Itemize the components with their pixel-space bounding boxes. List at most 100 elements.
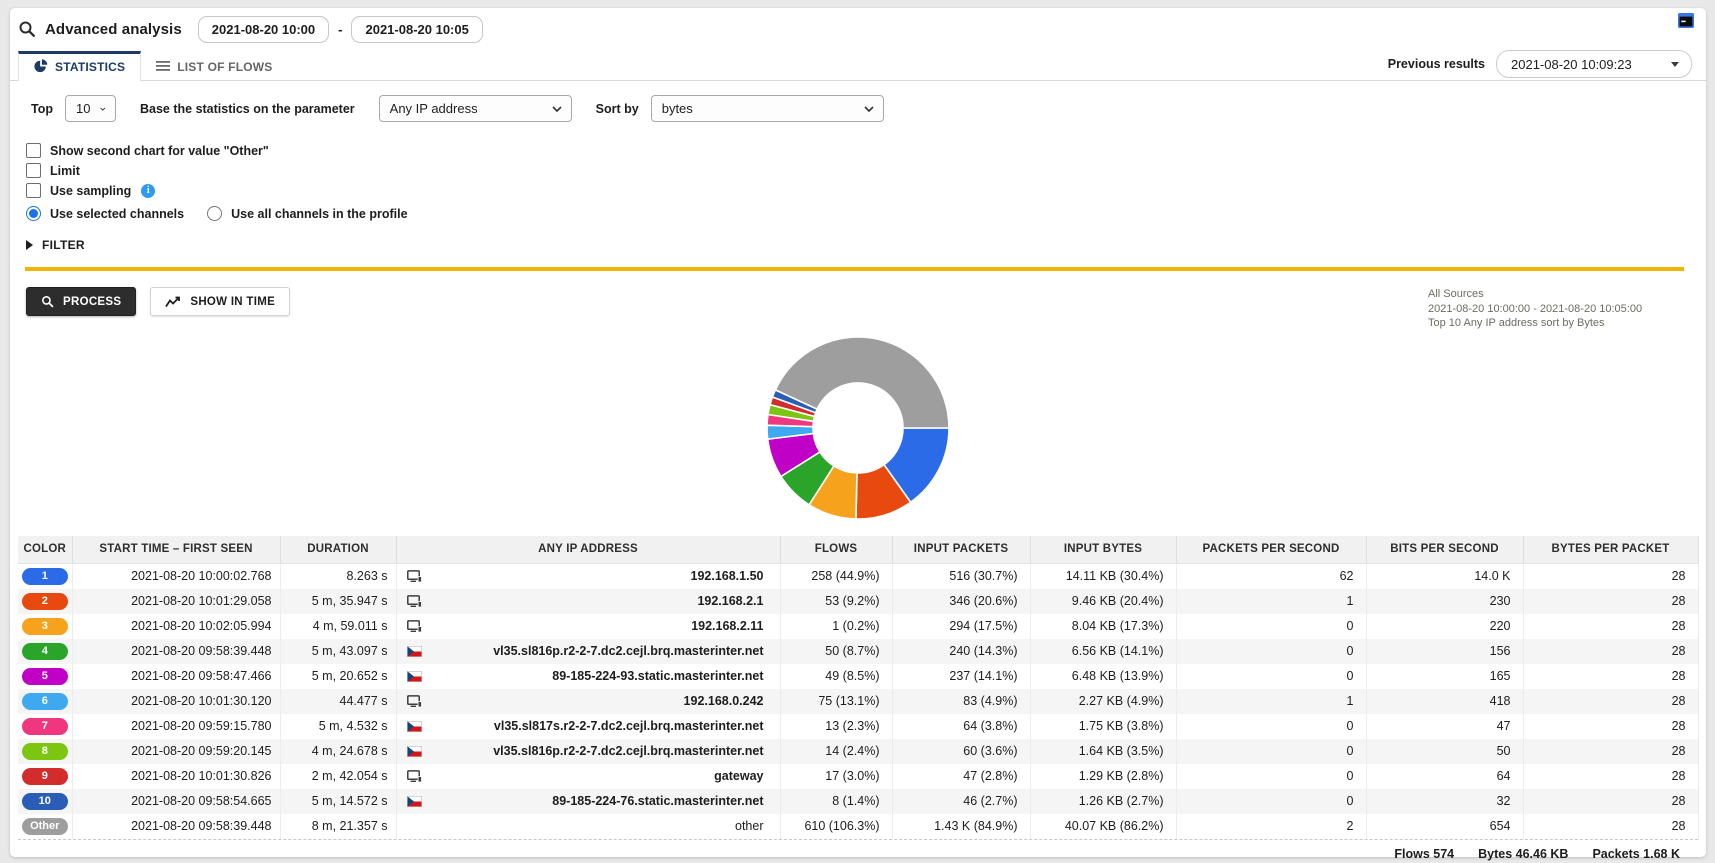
cell: 28	[1523, 613, 1699, 639]
column-header-start-time-first-seen[interactable]: START TIME – FIRST SEEN	[72, 535, 281, 564]
top-select[interactable]: 10	[64, 95, 116, 122]
cell: 0	[1176, 663, 1367, 689]
address-value: 89-185-224-93.static.masterinter.net	[552, 669, 764, 684]
cell: 5 m, 4.532 s	[280, 713, 397, 739]
cell: 44.477 s	[280, 688, 397, 714]
cell: 14.11 KB (30.4%)	[1030, 563, 1177, 589]
filter-collapse-icon	[26, 240, 33, 250]
use-all-channels-label: Use all channels in the profile	[231, 206, 408, 221]
cell: 8.04 KB (17.3%)	[1030, 613, 1177, 639]
caret-down-icon	[1671, 61, 1679, 67]
cell: 28	[1523, 688, 1699, 714]
cell: 516 (30.7%)	[892, 563, 1031, 589]
use-sampling-label: Use sampling	[50, 183, 132, 198]
show-in-time-button[interactable]: SHOW IN TIME	[150, 287, 291, 316]
table-row-4: 4 2021-08-20 09:58:39.448 5 m, 43.097 s vl3…	[18, 638, 1699, 664]
donut-slice-other[interactable]	[774, 335, 950, 429]
czech-flag-icon	[406, 795, 423, 807]
chevron-down-icon	[864, 105, 874, 112]
header: Advanced analysis 2021-08-20 10:00 - 202…	[10, 8, 1706, 50]
cell: 2021-08-20 10:01:30.120	[72, 688, 281, 714]
date-to-input[interactable]: 2021-08-20 10:05	[351, 15, 483, 43]
cell: 50 (8.7%)	[780, 638, 893, 664]
column-header-packets-per-second[interactable]: PACKETS PER SECOND	[1176, 535, 1367, 564]
line-chart-icon	[165, 296, 181, 307]
czech-flag-icon	[406, 795, 422, 807]
parameter-select[interactable]: Any IP address	[378, 95, 572, 122]
total-flows: Flows 574	[1394, 846, 1455, 861]
czech-flag-icon	[406, 745, 423, 757]
use-selected-channels-radio[interactable]	[26, 206, 41, 221]
monitor-icon	[406, 594, 423, 608]
show-in-time-button-label: SHOW IN TIME	[190, 295, 276, 308]
cell: 2021-08-20 09:58:39.448	[72, 813, 281, 839]
column-header-input-packets[interactable]: INPUT PACKETS	[892, 535, 1031, 564]
use-sampling-checkbox[interactable]	[26, 183, 41, 198]
column-header-flows[interactable]: FLOWS	[780, 535, 893, 564]
czech-flag-icon	[406, 745, 422, 757]
cell: 418	[1366, 688, 1524, 714]
column-header-bytes-per-packet[interactable]: BYTES PER PACKET	[1523, 535, 1699, 564]
terminal-icon[interactable]	[1677, 12, 1695, 29]
cell: 32	[1366, 788, 1524, 814]
cell: 2021-08-20 09:58:54.665	[72, 788, 281, 814]
czech-flag-icon	[406, 720, 423, 732]
cell: 2021-08-20 09:58:39.448	[72, 638, 281, 664]
table-row-9: 9 2021-08-20 10:01:30.826 2 m, 42.054 s gat…	[18, 763, 1699, 789]
table-row-10: 10 2021-08-20 09:58:54.665 5 m, 14.572 s 89…	[18, 788, 1699, 814]
address-value: gateway	[714, 769, 764, 784]
czech-flag-icon	[406, 645, 422, 657]
column-header-any-ip-address[interactable]: ANY IP ADDRESS	[396, 535, 781, 564]
monitor-icon	[406, 769, 422, 782]
cell: 2.27 KB (4.9%)	[1030, 688, 1177, 714]
czech-flag-icon	[406, 720, 422, 732]
limit-checkbox[interactable]	[26, 163, 41, 178]
cell: 5 m, 14.572 s	[280, 788, 397, 814]
cell: 237 (14.1%)	[892, 663, 1031, 689]
cell: 28	[1523, 763, 1699, 789]
cell: 220	[1366, 613, 1524, 639]
process-button[interactable]: PROCESS	[26, 287, 137, 316]
cell: 1.64 KB (3.5%)	[1030, 738, 1177, 764]
cell: 28	[1523, 588, 1699, 614]
sort-by-select[interactable]: bytes	[650, 95, 884, 122]
column-header-input-bytes[interactable]: INPUT BYTES	[1030, 535, 1177, 564]
use-selected-channels-label: Use selected channels	[50, 206, 185, 221]
rank-badge: 2	[21, 592, 68, 610]
tab-statistics-label: STATISTICS	[55, 60, 126, 74]
cell: 346 (20.6%)	[892, 588, 1031, 614]
statistics-controls: Top 10 Base the statistics on the parame…	[31, 95, 1706, 122]
previous-results-label: Previous results	[1387, 57, 1485, 71]
czech-flag-icon	[406, 645, 423, 657]
donut-chart[interactable]	[765, 335, 951, 521]
address-value: 192.168.1.50	[690, 569, 764, 584]
total-packets: Packets 1.68 K	[1592, 846, 1680, 861]
rank-badge: 4	[21, 642, 68, 660]
cell: 156	[1366, 638, 1524, 664]
previous-results-select[interactable]: 2021-08-20 10:09:23	[1496, 50, 1692, 78]
use-all-channels-radio[interactable]	[207, 206, 223, 221]
show-second-chart-checkbox[interactable]	[26, 143, 41, 158]
tab-list-of-flows[interactable]: LIST OF FLOWS	[141, 54, 287, 80]
column-header-color[interactable]: COLOR	[18, 535, 73, 564]
column-header-bits-per-second[interactable]: BITS PER SECOND	[1366, 535, 1524, 564]
tab-statistics[interactable]: STATISTICS	[18, 51, 142, 81]
cell: 0	[1176, 763, 1367, 789]
address-value: 192.168.2.1	[697, 594, 764, 609]
cell: 1	[1176, 688, 1367, 714]
info-icon[interactable]: i	[141, 183, 156, 198]
cell: 28	[1523, 638, 1699, 664]
cell: 5 m, 35.947 s	[280, 588, 397, 614]
statistics-table: COLOR START TIME – FIRST SEEN DURATION ANY …	[18, 535, 1699, 839]
table-row-3: 3 2021-08-20 10:02:05.994 4 m, 59.011 s 192…	[18, 613, 1699, 639]
cell: 64 (3.8%)	[892, 713, 1031, 739]
table-row-other: Other 2021-08-20 09:58:39.448 8 m, 21.357 …	[18, 813, 1699, 839]
filter-toggle[interactable]: FILTER	[26, 238, 1706, 252]
monitor-icon	[406, 694, 423, 708]
date-from-input[interactable]: 2021-08-20 10:00	[197, 15, 330, 43]
cell: 1.29 KB (2.8%)	[1030, 763, 1177, 789]
summary-description: Top 10 Any IP address sort by Bytes	[1428, 317, 1605, 330]
address-value: other	[735, 819, 764, 834]
column-header-duration[interactable]: DURATION	[280, 535, 397, 564]
monitor-icon	[406, 594, 422, 607]
